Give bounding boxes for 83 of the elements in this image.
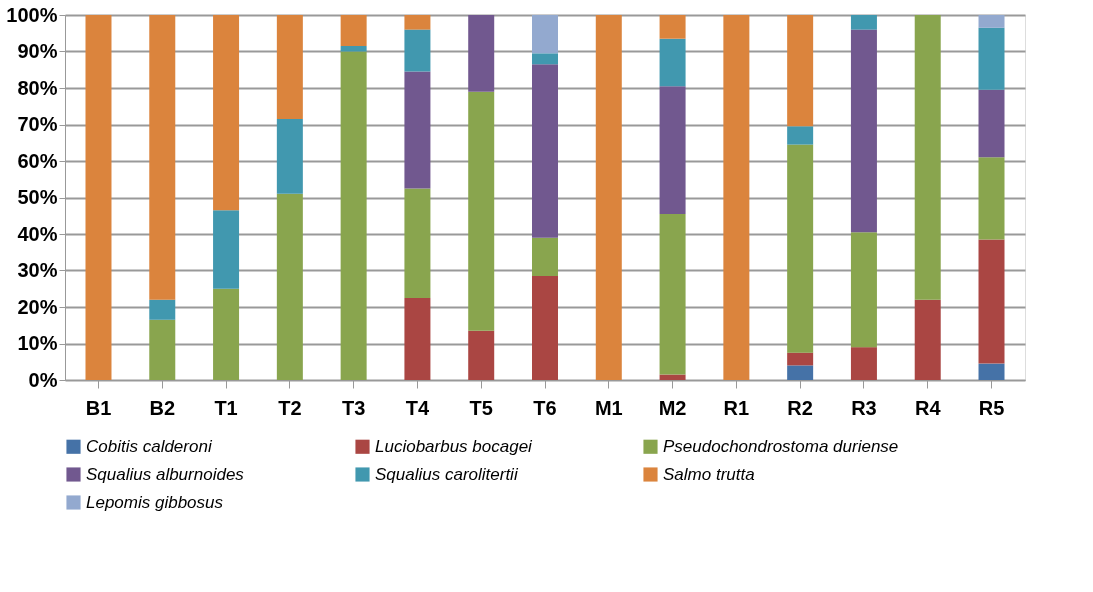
legend-label: Luciobarbus bocagei (375, 436, 534, 456)
x-tick-label: M2 (658, 396, 687, 419)
y-tick-label: 10% (17, 332, 58, 354)
x-tick-label: M1 (594, 396, 623, 419)
bar (659, 213, 686, 375)
bar (468, 330, 495, 380)
x-tick-label: T3 (341, 396, 366, 419)
bar (468, 91, 495, 331)
y-tick-label: 50% (17, 186, 58, 208)
x-tick-label: R1 (723, 396, 750, 419)
x-tick-label: T2 (278, 396, 302, 419)
x-tick-label: T5 (469, 396, 493, 419)
bar (149, 319, 176, 380)
bar (404, 297, 431, 380)
x-tick-label: T4 (405, 396, 430, 419)
y-tick-label: 20% (17, 295, 58, 318)
bar (149, 299, 176, 320)
x-tick-label: R3 (851, 396, 877, 419)
bar (659, 374, 686, 380)
bar (532, 237, 558, 276)
bar (978, 89, 1005, 158)
bar (850, 347, 877, 380)
x-tick-label: R4 (914, 396, 942, 419)
bar (978, 27, 1005, 90)
bar (723, 15, 750, 380)
x-tick-label: B2 (149, 396, 176, 419)
bar (595, 15, 622, 380)
y-tick-label: 90% (17, 40, 58, 62)
bar (787, 144, 814, 353)
bar (404, 71, 431, 189)
bar (213, 210, 240, 289)
y-tick-label: 100% (6, 3, 58, 26)
y-tick-label: 0% (28, 368, 58, 391)
bar (787, 365, 814, 380)
bar (659, 15, 686, 39)
bar (404, 29, 431, 72)
bar (340, 15, 367, 47)
bar (850, 15, 877, 30)
bar (978, 157, 1005, 240)
x-tick-label: T6 (533, 396, 557, 419)
legend-label: Squalius carolitertii (375, 464, 519, 484)
legend-label: Squalius alburnoides (86, 464, 245, 484)
bar (213, 288, 240, 380)
bar (787, 352, 814, 366)
legend-label: Lepomis gibbosus (86, 492, 224, 512)
bar (914, 15, 941, 300)
y-tick-label: 80% (17, 76, 58, 99)
y-tick-label: 60% (17, 149, 58, 172)
bar (978, 239, 1005, 364)
bar (213, 15, 240, 211)
bar (340, 46, 367, 52)
bar (978, 15, 1005, 28)
bar (276, 15, 303, 120)
bar (468, 15, 495, 92)
bar (532, 53, 558, 65)
bar (532, 275, 558, 380)
bar (276, 193, 303, 380)
x-tick-label: T1 (214, 396, 238, 419)
bar (404, 188, 431, 298)
bar (787, 126, 814, 145)
bar (659, 86, 686, 214)
bar (532, 64, 558, 238)
legend-label: Pseudochondrostoma duriense (663, 436, 899, 456)
x-tick-label: R2 (787, 396, 813, 419)
x-tick-label: B1 (85, 396, 112, 419)
y-tick-label: 70% (17, 113, 58, 135)
legend-label: Cobitis calderoni (86, 436, 213, 456)
bar (850, 232, 877, 348)
bar (85, 15, 112, 380)
bar (532, 15, 558, 54)
x-tick-label: R5 (978, 396, 1005, 419)
bar (787, 15, 814, 127)
bar (149, 15, 176, 300)
bar (978, 363, 1005, 380)
bar (659, 38, 686, 87)
bar (340, 51, 367, 380)
bar (914, 299, 941, 380)
bar (276, 119, 303, 194)
legend-label: Salmo trutta (663, 464, 755, 484)
bar (850, 29, 877, 233)
y-tick-label: 40% (17, 222, 58, 245)
y-tick-label: 30% (17, 259, 58, 281)
bar (404, 15, 431, 30)
